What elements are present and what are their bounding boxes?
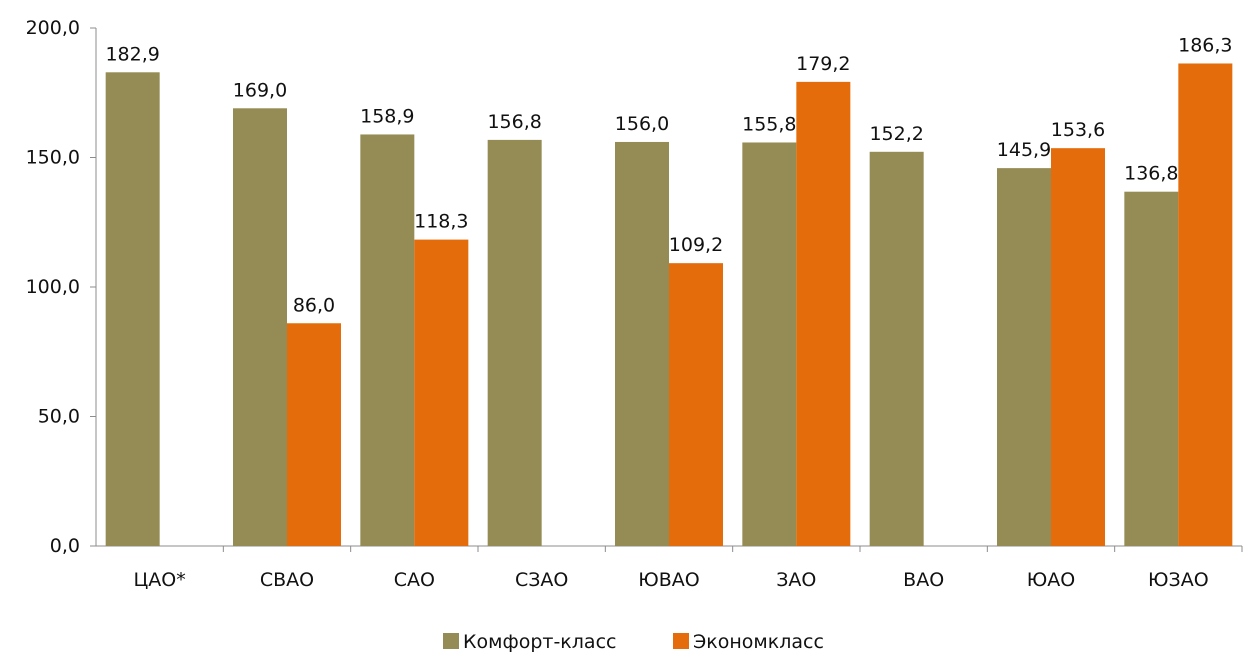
bar-comfort [360, 134, 414, 546]
bar-economy [796, 82, 850, 546]
x-tick-label: СЗАО [515, 569, 568, 591]
x-tick-label: ЮЗАО [1148, 569, 1209, 591]
y-tick-label: 50,0 [38, 406, 80, 428]
bar-economy [414, 240, 468, 546]
bar-comfort [488, 140, 542, 546]
legend-label-comfort: Комфорт-класс [463, 631, 616, 653]
data-label-comfort: 152,2 [869, 123, 923, 145]
data-label-comfort: 158,9 [360, 105, 414, 127]
x-tick-label: СВАО [260, 569, 314, 591]
data-label-economy: 86,0 [293, 294, 335, 316]
bar-comfort [615, 142, 669, 546]
y-tick-label: 100,0 [26, 276, 80, 298]
chart-legend: Комфорт-класс Экономкласс [443, 631, 824, 653]
data-label-economy: 118,3 [414, 211, 468, 233]
legend-swatch-economy [673, 633, 689, 649]
data-label-comfort: 156,8 [487, 111, 541, 133]
bar-comfort [997, 168, 1051, 546]
bar-economy [287, 323, 341, 546]
data-label-comfort: 156,0 [615, 113, 669, 135]
x-tick-label: САО [394, 569, 435, 591]
bar-comfort [106, 72, 160, 546]
bar-economy [1051, 148, 1105, 546]
legend-label-economy: Экономкласс [693, 631, 824, 653]
data-label-comfort: 145,9 [997, 139, 1051, 161]
data-label-comfort: 182,9 [105, 43, 159, 65]
legend-swatch-comfort [443, 633, 459, 649]
bar-economy [669, 263, 723, 546]
data-label-economy: 153,6 [1051, 119, 1105, 141]
bar-comfort [1124, 192, 1178, 546]
y-tick-label: 150,0 [26, 147, 80, 169]
chart-x-ticks: ЦАО* СВАО САО СЗАО ЮВАО ЗАО ВАО ЮАО ЮЗАО [134, 569, 1209, 591]
bar-comfort [870, 152, 924, 546]
data-label-comfort: 169,0 [233, 79, 287, 101]
x-tick-label: ЗАО [776, 569, 816, 591]
x-tick-label: ЮВАО [638, 569, 700, 591]
bar-comfort [742, 142, 796, 546]
x-tick-label: ЦАО* [134, 569, 186, 591]
x-tick-label: ЮАО [1027, 569, 1075, 591]
data-label-comfort: 136,8 [1124, 163, 1178, 185]
y-tick-label: 200,0 [26, 17, 80, 39]
x-tick-label: ВАО [903, 569, 944, 591]
y-tick-label: 0,0 [50, 535, 80, 557]
bar-comfort [233, 108, 287, 546]
data-label-comfort: 155,8 [742, 113, 796, 135]
data-label-economy: 186,3 [1178, 34, 1232, 56]
bar-economy [1178, 63, 1232, 546]
data-label-economy: 109,2 [669, 234, 723, 256]
data-label-economy: 179,2 [796, 53, 850, 75]
